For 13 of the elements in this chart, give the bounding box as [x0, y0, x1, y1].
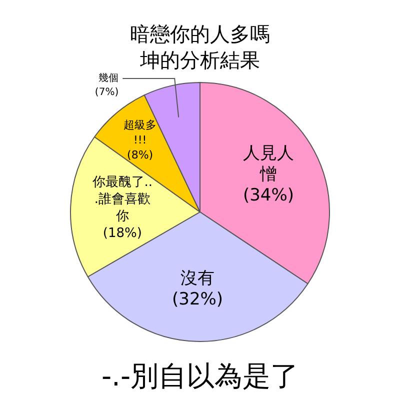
slice-label: 幾個	[98, 72, 119, 84]
slice-label: 人見人憎	[242, 144, 294, 185]
slice-label: 你最醜了...誰會喜歡你	[91, 175, 153, 224]
data-label: (7%)	[94, 87, 119, 98]
text: -.-別自以為是了	[101, 359, 299, 392]
slice-label: 沒有	[180, 268, 215, 289]
slice-label: 超級多!!!	[124, 118, 157, 146]
data-label: (8%)	[127, 148, 154, 162]
chart-title: 暗戀你的人多嗎	[130, 22, 270, 46]
data-label: (32%)	[172, 290, 224, 310]
data-label: (18%)	[102, 226, 142, 242]
chart-subtitle: 坤的分析結果	[139, 48, 260, 72]
data-label: (34%)	[242, 186, 294, 206]
